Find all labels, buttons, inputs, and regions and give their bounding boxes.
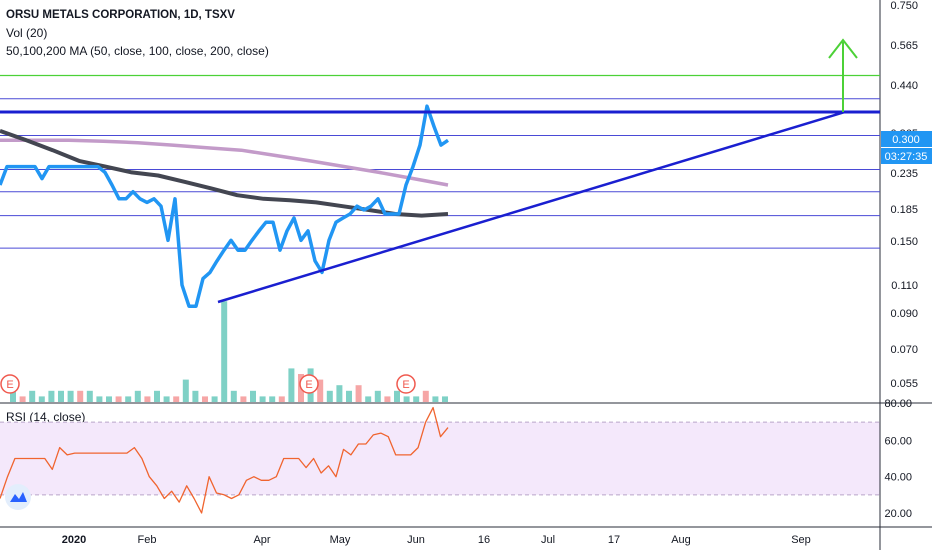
volume-bar	[240, 396, 247, 402]
volume-bar	[355, 385, 362, 402]
volume-bar	[221, 301, 228, 402]
price-badge	[881, 131, 932, 147]
price-axis-tick: 0.070	[890, 344, 918, 356]
rsi-axis-tick: 40.00	[884, 472, 912, 484]
volume-bar	[144, 396, 151, 402]
volume-bar	[96, 396, 103, 402]
volume-bar	[259, 396, 266, 402]
volume-bar	[192, 390, 199, 402]
time-axis-tick: Sep	[791, 534, 811, 546]
volume-bar	[86, 390, 93, 402]
volume-bar	[403, 396, 410, 402]
rsi-line	[0, 406, 449, 514]
time-axis-tick: May	[330, 534, 351, 546]
ma-short-line	[0, 129, 449, 218]
volume-bar	[29, 390, 36, 402]
price-axis-tick: 0.110	[891, 280, 918, 292]
time-axis-tick: 2020	[62, 534, 86, 546]
volume-bar	[67, 390, 74, 402]
volume-bar	[19, 396, 26, 402]
volume-bar	[346, 390, 352, 402]
price-axis-tick: 0.055	[890, 378, 918, 390]
earnings-marker-icon[interactable]	[0, 374, 20, 394]
volume-bar	[432, 396, 439, 402]
volume-bar	[106, 396, 112, 402]
volume-bar	[163, 396, 170, 402]
volume-bar	[317, 379, 324, 402]
volume-bar	[202, 396, 208, 402]
ma-indicator-label[interactable]: 50,100,200 MA (50, close, 100, close, 20…	[6, 44, 269, 58]
price-axis-tick: 0.565	[890, 40, 918, 52]
volume-bar	[154, 390, 160, 402]
time-axis-tick: Jun	[407, 534, 425, 546]
volume-bar	[278, 396, 285, 402]
volume-bar	[125, 396, 132, 402]
volume-bar	[211, 396, 218, 402]
rsi-axis-tick: 80.00	[884, 398, 912, 410]
time-axis-tick: 17	[608, 534, 620, 546]
tradingview-logo-mark	[10, 492, 27, 502]
target-arrow-head-icon	[828, 38, 858, 59]
volume-bar	[58, 390, 64, 402]
countdown-badge	[881, 148, 932, 164]
volume-bar	[394, 390, 400, 402]
ma-long-line	[0, 138, 449, 187]
volume-bar	[182, 379, 189, 402]
price-line	[0, 104, 449, 308]
volume-bar	[374, 390, 381, 402]
price-axis-tick: 0.090	[890, 308, 918, 320]
volume-bar	[269, 396, 276, 402]
earnings-marker-label: E	[305, 379, 312, 391]
volume-bar	[250, 390, 256, 402]
price-axis-tick: 0.235	[890, 168, 918, 180]
volume-indicator-label[interactable]: Vol (20)	[6, 26, 48, 40]
time-axis-tick: Feb	[138, 534, 157, 546]
time-axis-tick: Aug	[671, 534, 691, 546]
countdown-badge-value: 03:27:35	[885, 151, 928, 163]
earnings-marker-icon[interactable]	[299, 374, 319, 394]
price-axis-tick: 0.440	[890, 80, 918, 92]
time-axis-tick: Apr	[253, 534, 270, 546]
price-axis-tick: 0.750	[890, 0, 918, 12]
time-axis-tick: Jul	[541, 534, 555, 546]
rsi-axis-tick: 60.00	[884, 435, 912, 447]
volume-bar	[230, 390, 237, 402]
volume-bar	[77, 390, 84, 402]
volume-bar	[38, 396, 45, 402]
volume-bar	[288, 368, 295, 402]
time-axis-tick: 16	[478, 534, 490, 546]
earnings-marker-label: E	[6, 379, 13, 391]
price-axis-tick: 0.150	[890, 236, 918, 248]
volume-bar	[384, 396, 391, 402]
volume-bar	[48, 390, 55, 402]
rsi-indicator-label[interactable]: RSI (14, close)	[6, 410, 86, 424]
earnings-marker-icon[interactable]	[396, 374, 416, 394]
volume-bar	[115, 396, 122, 402]
rsi-axis-tick: 20.00	[884, 508, 912, 520]
volume-bar	[365, 396, 372, 402]
price-axis-tick: 0.185	[890, 204, 918, 216]
volume-bar	[422, 390, 429, 402]
volume-bar	[173, 396, 180, 402]
volume-bar	[134, 390, 141, 402]
symbol-title[interactable]: ORSU METALS CORPORATION, 1D, TSXV	[6, 9, 235, 21]
earnings-marker-label: E	[402, 379, 409, 391]
tradingview-logo-icon[interactable]	[5, 484, 31, 510]
chart-legend: ORSU METALS CORPORATION, 1D, TSXV Vol (2…	[6, 6, 269, 60]
volume-bar	[336, 385, 343, 402]
volume-bar	[326, 390, 333, 402]
price-badge-value: 0.300	[892, 134, 920, 146]
ascending-trendline[interactable]	[217, 110, 846, 304]
volume-bar	[442, 396, 448, 402]
volume-bar	[413, 396, 420, 402]
